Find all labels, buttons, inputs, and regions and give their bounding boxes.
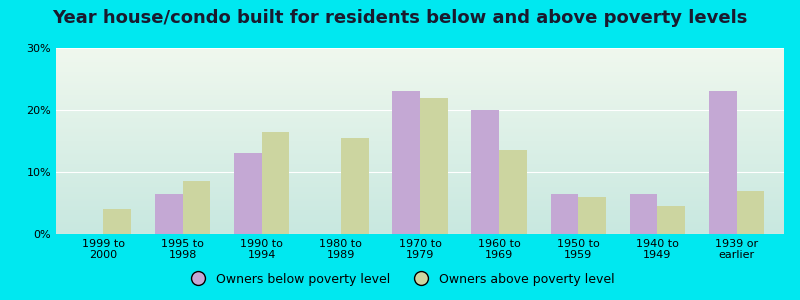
Bar [420, 98, 448, 234]
Bar [392, 92, 420, 234]
Bar [182, 181, 210, 234]
Bar [630, 194, 658, 234]
Bar [103, 209, 131, 234]
Bar [499, 150, 527, 234]
Bar [341, 138, 369, 234]
Bar [737, 190, 764, 234]
Bar [155, 194, 182, 234]
Legend: Owners below poverty level, Owners above poverty level: Owners below poverty level, Owners above… [181, 268, 619, 291]
Bar [234, 153, 262, 234]
Bar [471, 110, 499, 234]
Bar [262, 132, 290, 234]
Text: Year house/condo built for residents below and above poverty levels: Year house/condo built for residents bel… [52, 9, 748, 27]
Bar [578, 197, 606, 234]
Bar [709, 92, 737, 234]
Bar [550, 194, 578, 234]
Bar [658, 206, 685, 234]
